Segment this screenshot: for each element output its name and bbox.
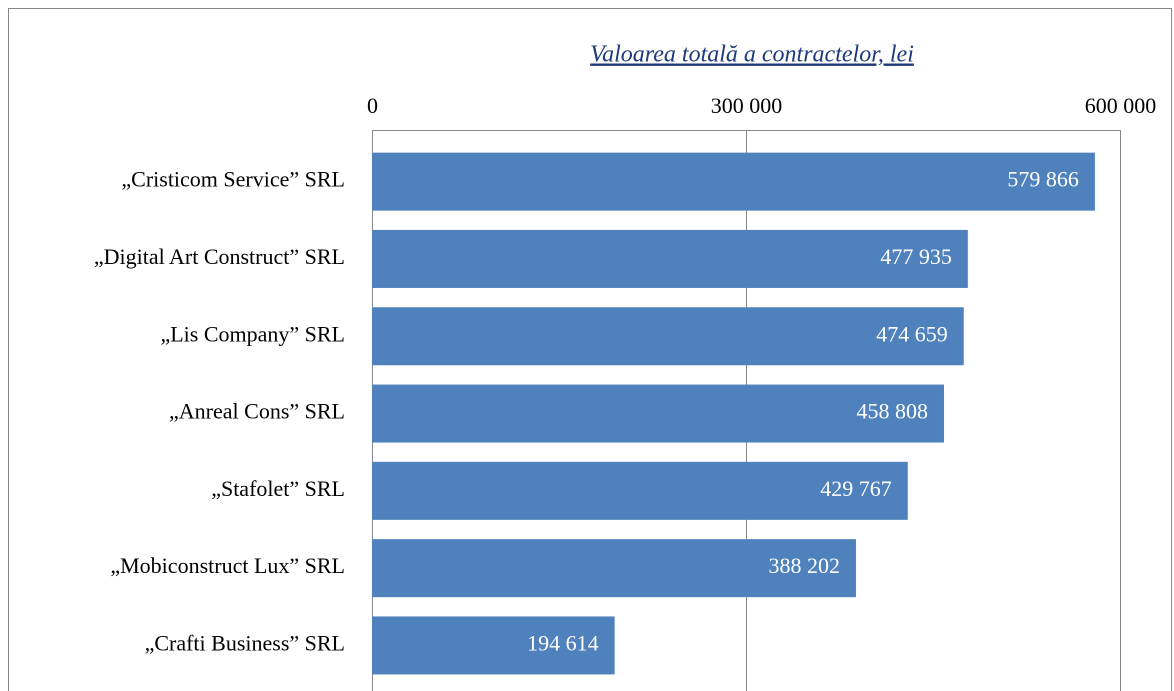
y-tick-label: „Cristicom Service” SRL: [121, 167, 345, 192]
y-tick-label: „Anreal Cons” SRL: [169, 399, 345, 424]
y-tick-label: „Mobiconstruct Lux” SRL: [110, 553, 345, 578]
y-tick-label: „Digital Art Construct” SRL: [94, 244, 345, 269]
chart-border: [8, 8, 1172, 691]
bar: [372, 229, 968, 288]
value-label: 458 808: [856, 399, 928, 424]
value-label: 477 935: [880, 244, 952, 269]
value-label: 388 202: [768, 553, 840, 578]
bar: [372, 384, 944, 443]
value-label: 579 866: [1007, 167, 1079, 192]
x-tick-label: 300 000: [711, 93, 783, 118]
x-tick-label: 600 000: [1085, 93, 1157, 118]
x-tick-label: 0: [367, 93, 378, 118]
y-tick-label: „Lis Company” SRL: [160, 321, 345, 346]
value-label: 429 767: [820, 476, 892, 501]
value-label: 474 659: [876, 321, 948, 346]
value-label: 194 614: [527, 630, 599, 655]
bar: [372, 307, 964, 366]
bar: [372, 152, 1095, 211]
y-tick-label: „Stafolet” SRL: [211, 476, 345, 501]
bar: [372, 616, 615, 675]
y-tick-label: „Crafti Business” SRL: [145, 630, 345, 655]
bar: [372, 539, 856, 598]
chart-title: Valoarea totală a contractelor, lei: [590, 42, 914, 68]
bar: [372, 461, 908, 520]
